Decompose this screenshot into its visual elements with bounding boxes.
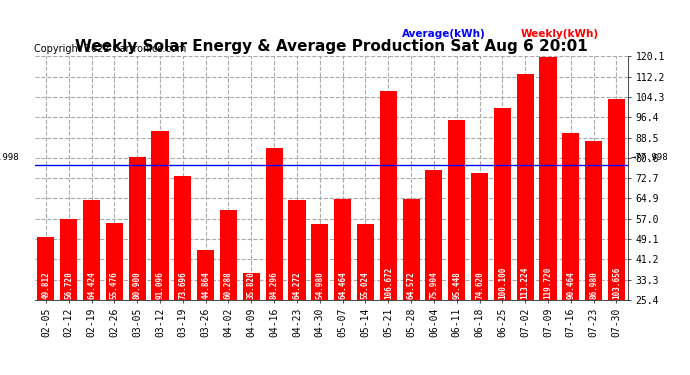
Text: 103.656: 103.656	[612, 266, 621, 299]
Bar	[311, 224, 328, 300]
Bar	[60, 219, 77, 300]
Text: →77.998: →77.998	[0, 153, 19, 162]
Bar	[220, 210, 237, 300]
Text: 74.620: 74.620	[475, 271, 484, 299]
Text: 55.476: 55.476	[110, 271, 119, 299]
Text: 113.224: 113.224	[521, 266, 530, 299]
Text: 64.464: 64.464	[338, 271, 347, 299]
Text: 56.720: 56.720	[64, 271, 73, 299]
Bar	[266, 148, 283, 300]
Text: 86.980: 86.980	[589, 271, 598, 299]
Bar	[448, 120, 465, 300]
Text: 64.272: 64.272	[293, 271, 302, 299]
Bar	[540, 57, 557, 300]
Text: 80.900: 80.900	[132, 271, 141, 299]
Text: 84.296: 84.296	[270, 271, 279, 299]
Bar	[128, 157, 146, 300]
Text: 90.464: 90.464	[566, 271, 575, 299]
Text: 35.820: 35.820	[247, 271, 256, 299]
Text: 44.864: 44.864	[201, 271, 210, 299]
Text: 54.980: 54.980	[315, 271, 324, 299]
Bar	[106, 223, 123, 300]
Text: 60.288: 60.288	[224, 271, 233, 299]
Bar	[380, 91, 397, 300]
Bar	[585, 141, 602, 300]
Text: 106.672: 106.672	[384, 266, 393, 299]
Bar	[37, 237, 55, 300]
Bar	[608, 99, 625, 300]
Bar	[425, 170, 442, 300]
Bar	[402, 199, 420, 300]
Text: Copyright 2022 Cartronics.com: Copyright 2022 Cartronics.com	[34, 44, 187, 54]
Bar	[197, 250, 214, 300]
Bar	[243, 273, 260, 300]
Text: 100.100: 100.100	[498, 266, 507, 299]
Text: Average(kWh): Average(kWh)	[402, 29, 486, 39]
Text: 64.424: 64.424	[87, 271, 96, 299]
Text: 49.812: 49.812	[41, 271, 50, 299]
Bar	[357, 224, 374, 300]
Text: 95.448: 95.448	[452, 271, 461, 299]
Bar	[517, 74, 534, 300]
Text: 64.572: 64.572	[406, 271, 415, 299]
Bar	[152, 131, 168, 300]
Title: Weekly Solar Energy & Average Production Sat Aug 6 20:01: Weekly Solar Energy & Average Production…	[75, 39, 588, 54]
Bar	[562, 132, 580, 300]
Text: 75.904: 75.904	[429, 271, 438, 299]
Text: →77.998: →77.998	[631, 153, 669, 162]
Bar	[334, 200, 351, 300]
Text: 55.024: 55.024	[361, 271, 370, 299]
Text: 91.096: 91.096	[155, 271, 164, 299]
Bar	[288, 200, 306, 300]
Bar	[494, 108, 511, 300]
Bar	[471, 173, 488, 300]
Bar	[83, 200, 100, 300]
Text: Weekly(kWh): Weekly(kWh)	[521, 29, 599, 39]
Text: 119.720: 119.720	[544, 266, 553, 299]
Bar	[175, 176, 191, 300]
Text: 73.696: 73.696	[178, 271, 188, 299]
